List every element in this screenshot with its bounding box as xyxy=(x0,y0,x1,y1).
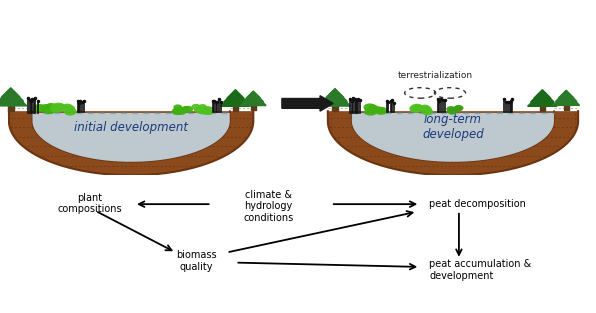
Circle shape xyxy=(454,106,463,110)
Polygon shape xyxy=(352,113,554,162)
Text: peat accumulation &
development: peat accumulation & development xyxy=(429,259,532,281)
Polygon shape xyxy=(558,90,574,98)
Polygon shape xyxy=(240,93,266,105)
Circle shape xyxy=(46,104,55,109)
Circle shape xyxy=(34,105,45,111)
Polygon shape xyxy=(32,113,230,162)
Circle shape xyxy=(182,107,190,111)
Polygon shape xyxy=(332,104,338,111)
Polygon shape xyxy=(530,90,554,102)
Circle shape xyxy=(172,109,182,115)
Circle shape xyxy=(66,106,74,111)
Circle shape xyxy=(56,104,65,110)
Circle shape xyxy=(377,108,384,112)
Polygon shape xyxy=(233,105,238,111)
Circle shape xyxy=(64,108,76,115)
Text: long-term
developed: long-term developed xyxy=(422,113,484,141)
Circle shape xyxy=(448,108,455,112)
Circle shape xyxy=(374,107,381,111)
Polygon shape xyxy=(224,90,247,102)
Circle shape xyxy=(375,108,387,114)
Circle shape xyxy=(201,107,214,115)
Circle shape xyxy=(415,105,423,110)
Polygon shape xyxy=(0,88,24,101)
Polygon shape xyxy=(326,89,344,98)
Circle shape xyxy=(448,108,457,113)
Polygon shape xyxy=(8,104,14,111)
Circle shape xyxy=(410,105,421,112)
Polygon shape xyxy=(553,92,579,105)
Text: plant
compositions: plant compositions xyxy=(57,193,122,214)
Circle shape xyxy=(422,109,433,115)
Polygon shape xyxy=(1,88,20,97)
Circle shape xyxy=(455,106,462,110)
Polygon shape xyxy=(246,91,260,99)
Polygon shape xyxy=(534,90,551,98)
Circle shape xyxy=(411,105,423,111)
Circle shape xyxy=(195,107,203,112)
Polygon shape xyxy=(527,92,557,106)
Text: terrestrialization: terrestrialization xyxy=(398,71,473,80)
Circle shape xyxy=(63,104,72,110)
Polygon shape xyxy=(221,92,250,106)
Circle shape xyxy=(202,108,211,113)
Polygon shape xyxy=(564,104,569,110)
Circle shape xyxy=(196,107,207,113)
FancyArrow shape xyxy=(282,96,333,111)
Circle shape xyxy=(51,105,63,112)
Circle shape xyxy=(423,107,431,111)
Text: initial development: initial development xyxy=(74,121,188,134)
Polygon shape xyxy=(251,104,256,110)
Circle shape xyxy=(48,108,55,112)
Circle shape xyxy=(365,108,376,115)
Circle shape xyxy=(199,105,206,109)
Polygon shape xyxy=(227,90,244,98)
Polygon shape xyxy=(328,111,578,175)
Circle shape xyxy=(174,105,182,110)
Circle shape xyxy=(44,107,55,114)
Polygon shape xyxy=(243,92,263,102)
Circle shape xyxy=(175,107,182,112)
Text: climate &
hydrology
conditions: climate & hydrology conditions xyxy=(243,190,293,223)
Circle shape xyxy=(364,104,375,111)
Circle shape xyxy=(183,106,193,112)
Circle shape xyxy=(421,105,429,110)
Circle shape xyxy=(368,105,377,110)
Circle shape xyxy=(45,108,55,113)
Polygon shape xyxy=(540,105,545,111)
Circle shape xyxy=(41,105,52,112)
Circle shape xyxy=(449,110,456,114)
Polygon shape xyxy=(322,89,347,102)
Circle shape xyxy=(52,103,65,111)
Circle shape xyxy=(192,105,200,109)
Polygon shape xyxy=(0,90,27,106)
Circle shape xyxy=(175,108,187,114)
Polygon shape xyxy=(555,91,577,101)
Text: biomass
quality: biomass quality xyxy=(176,250,217,272)
Circle shape xyxy=(447,107,455,112)
Polygon shape xyxy=(9,111,253,175)
Polygon shape xyxy=(319,90,350,106)
Text: peat decomposition: peat decomposition xyxy=(429,198,526,208)
